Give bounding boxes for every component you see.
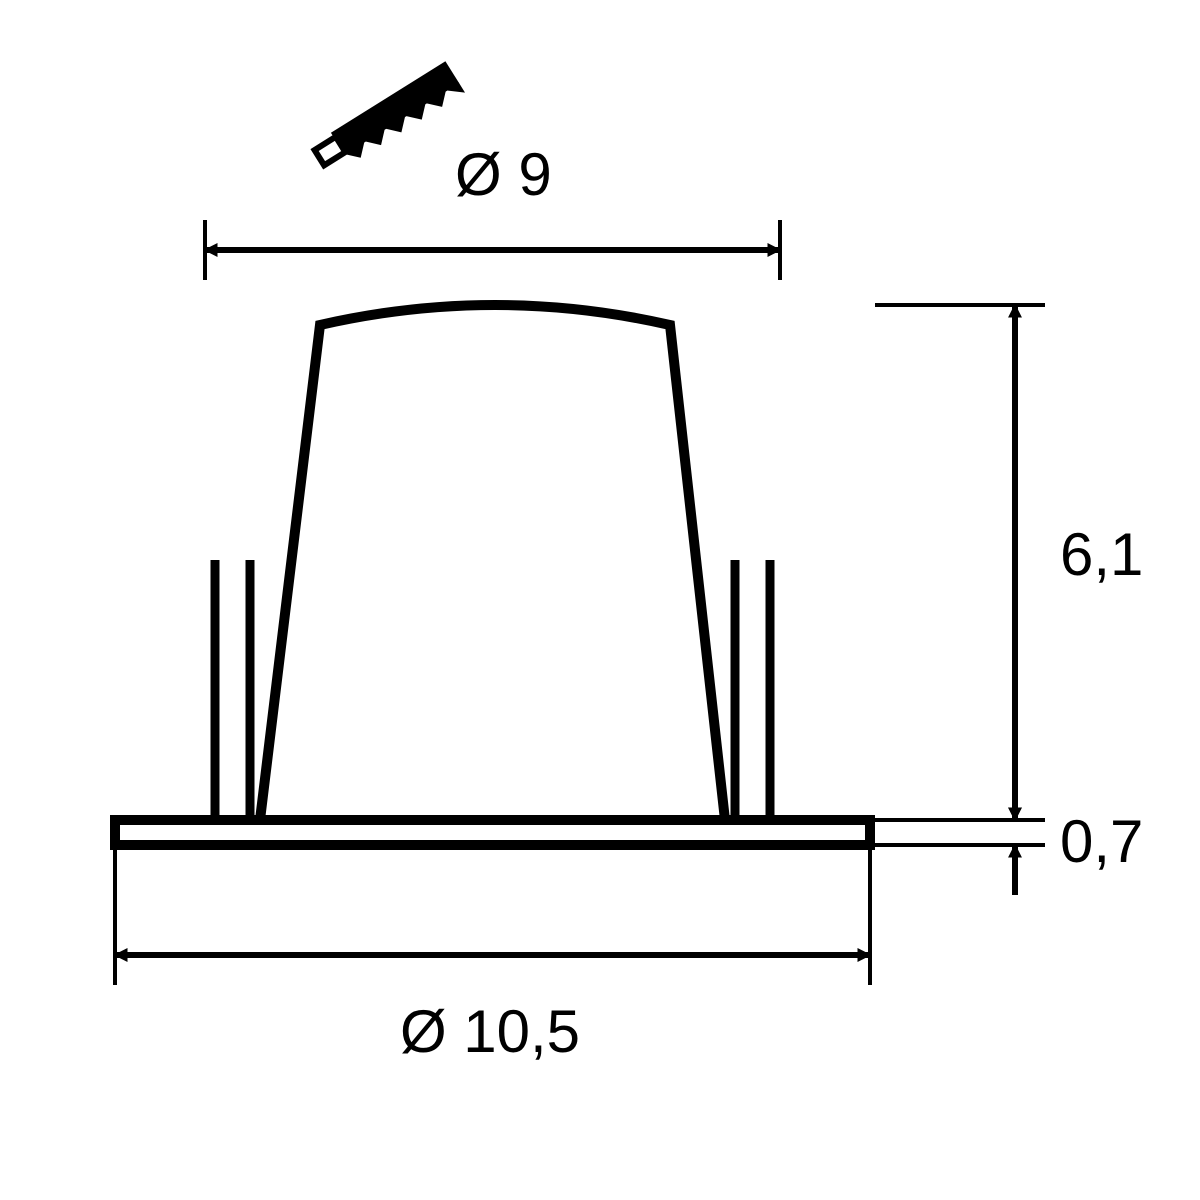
technical-drawing: Ø 9 Ø 10,5 6,1 0,7 (0, 0, 1200, 1200)
clip-left (215, 560, 250, 820)
flange (115, 820, 870, 845)
label-flange-height: 0,7 (1060, 808, 1143, 875)
dim-flange-height (875, 770, 1045, 895)
dim-outer-diameter (115, 850, 870, 985)
dim-body-height (875, 305, 1045, 820)
body-outline (260, 305, 725, 820)
dim-cutout-diameter (205, 220, 780, 280)
label-outer-diameter: Ø 10,5 (400, 998, 580, 1065)
clip-right (735, 560, 770, 820)
label-body-height: 6,1 (1060, 521, 1143, 588)
saw-icon (311, 61, 465, 177)
product-outline (115, 305, 870, 845)
label-cutout-diameter: Ø 9 (455, 141, 552, 208)
